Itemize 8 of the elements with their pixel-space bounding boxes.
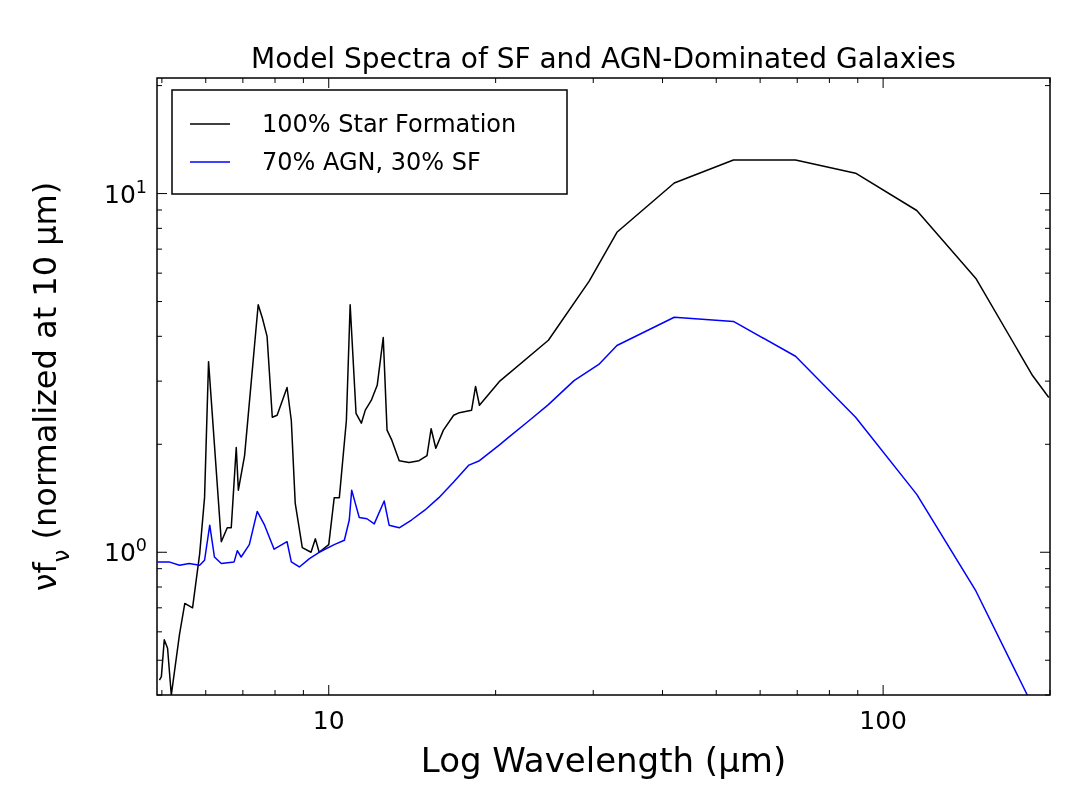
y-tick-label: 10$^{1}$ xyxy=(104,176,147,209)
x-tick-label: 100 xyxy=(859,706,907,735)
x-tick-label: 10 xyxy=(312,706,345,735)
chart-title: Model Spectra of SF and AGN-Dominated Galaxies xyxy=(251,42,956,75)
legend-label: 100% Star Formation xyxy=(262,110,517,138)
legend-label: 70% AGN, 30% SF xyxy=(262,148,481,176)
y-tick-label: 10$^{0}$ xyxy=(104,535,147,568)
x-axis-title: Log Wavelength (μm) xyxy=(420,740,787,780)
